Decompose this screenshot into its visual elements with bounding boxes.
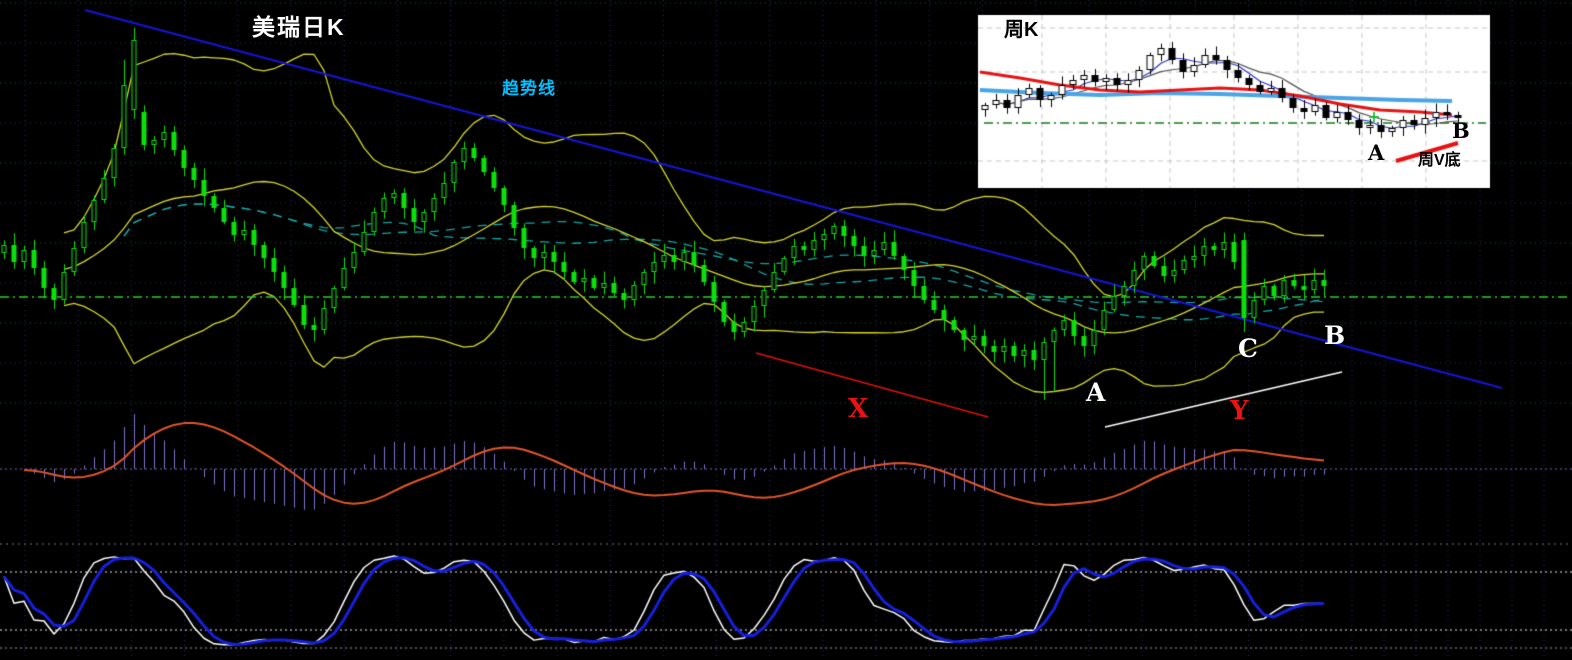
annotation-x: X bbox=[848, 394, 869, 424]
annotation-y: Y bbox=[1230, 396, 1249, 426]
main-chart-title: 美瑞日K bbox=[252, 14, 346, 40]
trendline-label: 趋势线 bbox=[502, 79, 556, 98]
inset-annotation-a: A bbox=[1368, 140, 1385, 165]
inset-chart-title: 周K bbox=[1004, 19, 1039, 41]
inset-week-v-bottom-label: 周V底 bbox=[1418, 152, 1461, 169]
inset-annotation-b: B bbox=[1452, 118, 1470, 143]
annotation-b: B bbox=[1324, 321, 1346, 350]
annotation-c: C bbox=[1238, 334, 1258, 363]
annotation-a: A bbox=[1086, 378, 1106, 407]
